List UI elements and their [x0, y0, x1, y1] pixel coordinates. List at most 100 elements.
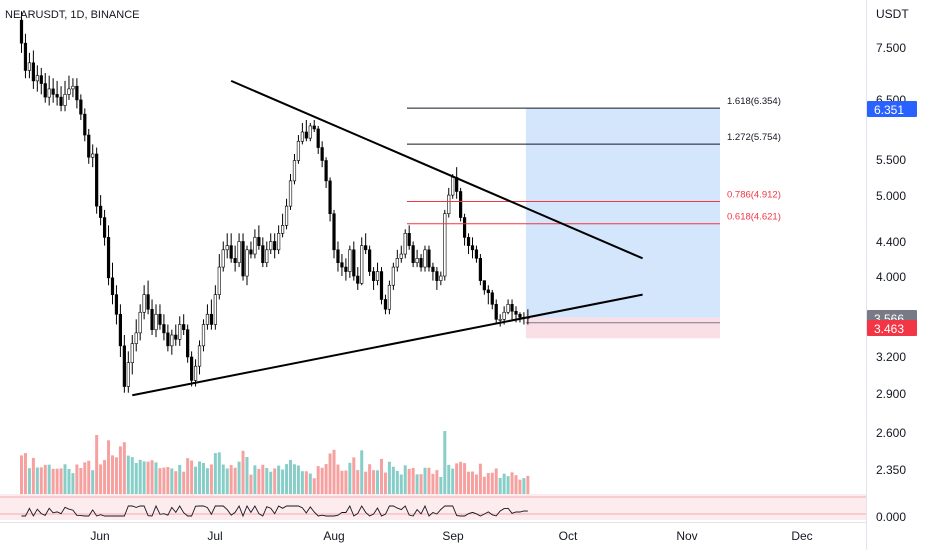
fib-level-label: 0.618(4.621) [727, 212, 781, 223]
candle-body [253, 237, 257, 255]
candle-body [142, 294, 146, 313]
candle-body [213, 294, 217, 325]
candle-body [514, 310, 518, 315]
candle-body [482, 280, 486, 291]
candle-body [225, 245, 229, 251]
candle-body [158, 313, 162, 325]
candle-body [59, 96, 63, 106]
volume-bar [336, 464, 340, 495]
volume-bar [526, 475, 530, 495]
volume-bar [75, 464, 79, 495]
time-tick-label: Nov [676, 529, 697, 543]
time-tick-label: Dec [791, 529, 812, 543]
volume-bar [498, 478, 502, 495]
ascending-support-trendline[interactable] [132, 293, 643, 397]
volume-bar [431, 473, 435, 495]
candle-body [31, 62, 35, 82]
oscillator-pane [0, 494, 866, 520]
candle-body [257, 237, 261, 246]
candle-body [166, 332, 170, 347]
volume-bar [459, 461, 463, 495]
volume-bar [174, 471, 178, 495]
candle-body [296, 140, 301, 161]
candle-body [336, 249, 340, 263]
candlesticks [19, 11, 530, 393]
volume-bar [221, 464, 225, 495]
volume-bar [118, 446, 122, 495]
candle-body [27, 62, 32, 71]
candle-body [332, 213, 336, 251]
volume-bar [328, 453, 332, 495]
candle-body [233, 258, 237, 263]
candle-body [368, 249, 372, 272]
volume-bar [146, 461, 150, 495]
candle-body [51, 88, 55, 95]
candle-body [494, 304, 498, 320]
descending-resistance-trendline[interactable] [230, 79, 643, 260]
candle-body [490, 292, 494, 305]
volume-bar [99, 464, 103, 495]
volume-bar [190, 460, 194, 495]
volume-bar [383, 472, 387, 495]
candle-body [439, 275, 443, 281]
stop-zone[interactable] [525, 317, 720, 339]
candle-body [83, 113, 87, 136]
time-tick-label: Aug [323, 529, 344, 543]
volume-bar [312, 478, 316, 495]
target-zone[interactable] [525, 108, 720, 318]
candle-body [348, 249, 352, 272]
candle-body [498, 319, 502, 321]
oscillator-band [0, 494, 866, 520]
volume-bar [514, 475, 518, 495]
candle-body [23, 42, 28, 71]
volume-bar [391, 466, 395, 495]
volume-bar [502, 473, 506, 495]
candle-body [55, 94, 59, 98]
volume-bar [281, 469, 285, 495]
volume-bar [39, 467, 43, 495]
candle-body [91, 153, 95, 158]
candle-body [411, 245, 415, 263]
candle-body [431, 266, 435, 272]
oscillator-line [21, 504, 528, 518]
candle-body [328, 180, 332, 215]
volume-bar [122, 442, 126, 495]
volume-bar [170, 468, 174, 495]
time-tick-label: Oct [559, 529, 578, 543]
candle-body [340, 262, 344, 268]
candle-body [71, 85, 75, 90]
volume-bar [379, 458, 383, 495]
volume-bar [107, 440, 111, 495]
price-tick-label: 3.200 [876, 350, 906, 364]
volume-bar [59, 468, 63, 495]
volume-bar [47, 464, 51, 495]
candle-body [229, 245, 233, 259]
candle-body [241, 241, 245, 277]
volume-bar [23, 453, 27, 495]
candle-body [79, 99, 83, 115]
volume-bar [71, 473, 75, 495]
volume-bar [269, 471, 273, 495]
volume-bar [320, 467, 324, 495]
volume-bar [478, 463, 482, 495]
volume-bar [110, 455, 114, 495]
volume-bar [261, 464, 265, 495]
volume-bar [51, 468, 55, 495]
volume-bar [265, 467, 269, 495]
candle-body [63, 94, 67, 106]
candle-body [217, 266, 221, 295]
candle-body [110, 277, 115, 295]
volume-bar [237, 461, 241, 495]
candle-body [395, 258, 399, 268]
candle-body [324, 160, 328, 182]
volume-bar [451, 468, 455, 495]
candle-body [221, 249, 225, 268]
candle-body [190, 356, 194, 381]
candle-body [300, 131, 304, 142]
volume-bar [506, 476, 510, 495]
volume-bar [285, 464, 289, 495]
volume-bar [332, 449, 336, 495]
price-badge-label: 3.463 [874, 322, 904, 336]
candle-body [470, 245, 475, 251]
